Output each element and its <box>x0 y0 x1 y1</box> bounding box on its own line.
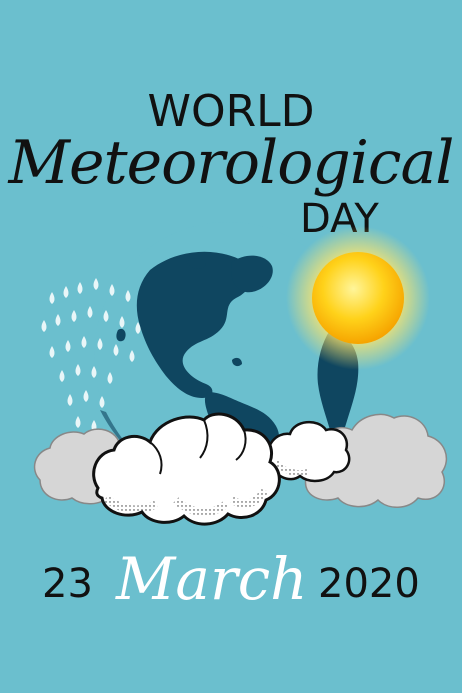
white-cloud-small-icon <box>267 421 351 483</box>
date-month: March <box>116 545 308 613</box>
title-meteorological: Meteorological <box>8 128 455 198</box>
title-world: WORLD <box>147 86 315 137</box>
date-year: 2020 <box>318 561 420 607</box>
date-day: 23 <box>42 561 93 607</box>
raindrops-icon <box>41 278 141 432</box>
white-cloud-main-icon <box>92 412 281 526</box>
event-date: 23 March 2020 <box>0 545 462 625</box>
sun-icon <box>286 226 430 370</box>
